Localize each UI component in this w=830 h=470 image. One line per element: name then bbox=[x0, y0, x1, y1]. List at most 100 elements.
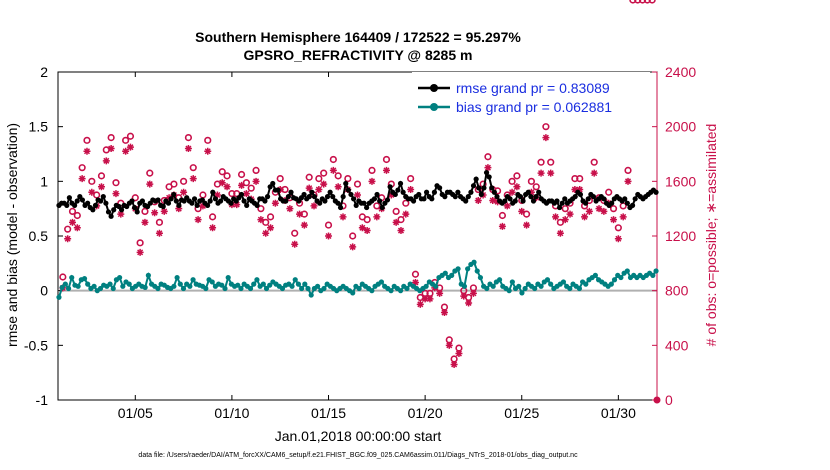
obs-possible-marker bbox=[146, 169, 154, 177]
obs-assimilated-marker bbox=[141, 218, 149, 226]
rmse-series-point bbox=[609, 200, 615, 206]
legend-rmse-marker bbox=[430, 84, 438, 92]
bias-series-point bbox=[461, 283, 468, 289]
chart-title-line2: GPSRO_REFRACTIVITY @ 8285 m bbox=[244, 47, 473, 63]
obs-possible-marker bbox=[629, 0, 637, 4]
rmse-series-point bbox=[335, 200, 341, 206]
bias-series-line bbox=[58, 260, 657, 298]
obs-possible-marker bbox=[344, 175, 352, 183]
rmse-series-point bbox=[379, 204, 385, 211]
bias-series-point bbox=[203, 285, 209, 292]
bias-series-point bbox=[302, 281, 308, 287]
obs-assimilated-marker bbox=[160, 207, 168, 215]
bias-series-point bbox=[62, 281, 68, 287]
data-file-footer: data file: /Users/raeder/DAI/ATM_forcXX/… bbox=[138, 452, 578, 459]
y-axis-right-label: # of obs: o=possible; ∗=assimilated bbox=[703, 124, 719, 347]
y-right-tick-label: 2400 bbox=[665, 64, 696, 80]
rmse-series-point bbox=[452, 194, 458, 200]
y-right-tick-label: 1600 bbox=[665, 173, 696, 189]
rmse-series-point bbox=[340, 194, 346, 200]
bias-series-point bbox=[65, 285, 72, 292]
obs-assimilated-marker bbox=[78, 175, 86, 183]
obs-assimilated-marker bbox=[320, 180, 328, 188]
obs-possible-marker bbox=[126, 132, 135, 140]
rmse-series-point bbox=[204, 202, 211, 208]
rmse-series-point bbox=[228, 200, 234, 206]
bias-series-point bbox=[177, 281, 183, 287]
obs-assimilated-marker bbox=[194, 216, 202, 224]
obs-possible-marker bbox=[527, 177, 536, 185]
rmse-series-point bbox=[285, 194, 292, 200]
rmse-series-point bbox=[350, 196, 357, 202]
rmse-series-point bbox=[72, 202, 78, 208]
obs-assimilated-marker bbox=[508, 188, 516, 196]
bias-series-point bbox=[155, 285, 161, 292]
obs-assimilated-marker bbox=[271, 199, 279, 207]
bias-series-point bbox=[267, 282, 273, 288]
rmse-series-point bbox=[327, 189, 333, 195]
bias-series-point bbox=[321, 285, 327, 292]
obs-assimilated-marker bbox=[407, 186, 415, 194]
rmse-series-point bbox=[470, 183, 477, 189]
obs-possible-marker bbox=[73, 211, 81, 220]
bias-series-point bbox=[611, 277, 618, 283]
obs-assimilated-marker bbox=[252, 177, 260, 185]
rmse-series-point bbox=[131, 204, 138, 211]
rmse-series-point bbox=[283, 198, 289, 204]
obs-possible-marker bbox=[353, 180, 362, 188]
bias-series-point bbox=[509, 279, 515, 285]
obs-possible-marker bbox=[112, 179, 120, 187]
obs-assimilated-marker bbox=[151, 209, 159, 217]
bias-series-point bbox=[97, 285, 104, 292]
x-tick-label: 01/05 bbox=[118, 405, 153, 421]
rmse-series-point bbox=[585, 196, 591, 202]
obs-possible-marker bbox=[648, 0, 656, 4]
bias-series-point bbox=[289, 283, 295, 289]
bias-series-point bbox=[624, 268, 630, 274]
rmse-series-point bbox=[111, 207, 117, 213]
obs-possible-marker bbox=[291, 229, 299, 237]
obs-assimilated-marker bbox=[576, 186, 584, 194]
obs-possible-marker bbox=[262, 218, 270, 226]
bias-series-point bbox=[209, 279, 215, 285]
obs-assimilated-marker bbox=[334, 183, 342, 191]
rmse-series-point bbox=[463, 198, 469, 204]
bias-series-point bbox=[519, 290, 525, 296]
rmse-series-point bbox=[494, 194, 500, 200]
rmse-series-point bbox=[476, 185, 482, 191]
bias-series-point bbox=[85, 281, 91, 287]
bias-series-point bbox=[567, 285, 573, 292]
obs-possible-marker bbox=[170, 180, 178, 188]
bias-series-point bbox=[404, 285, 410, 292]
bias-series-point bbox=[56, 294, 62, 300]
obs-possible-marker bbox=[208, 213, 217, 221]
obs-possible-marker bbox=[266, 213, 275, 221]
obs-assimilated-marker bbox=[392, 218, 400, 226]
rmse-series-point bbox=[317, 200, 323, 206]
rmse-series-point bbox=[98, 198, 104, 204]
obs-assimilated-marker bbox=[339, 213, 347, 221]
obs-assimilated-marker bbox=[585, 207, 593, 215]
rmse-series-point bbox=[572, 194, 578, 200]
x-tick-label: 01/20 bbox=[408, 405, 443, 421]
bias-series-point bbox=[117, 274, 123, 281]
obs-possible-marker bbox=[445, 336, 453, 344]
plot-frame bbox=[57, 71, 658, 401]
obs-assimilated-marker bbox=[107, 145, 115, 153]
obs-assimilated-marker bbox=[416, 300, 424, 308]
obs-possible-marker bbox=[237, 170, 246, 179]
obs-possible-marker bbox=[276, 175, 284, 183]
rmse-series-point bbox=[165, 200, 172, 206]
obs-possible-marker bbox=[407, 175, 415, 183]
obs-assimilated-marker bbox=[262, 229, 270, 237]
bias-series-point bbox=[442, 270, 448, 276]
obs-assimilated-marker bbox=[175, 205, 183, 213]
obs-assimilated-marker bbox=[561, 216, 569, 224]
obs-assimilated-marker bbox=[305, 184, 313, 192]
bias-series-point bbox=[506, 288, 512, 294]
obs-possible-marker bbox=[189, 164, 197, 172]
rmse-series-point bbox=[306, 194, 312, 200]
y-right-tick-label: 800 bbox=[665, 283, 689, 299]
rmse-series-point bbox=[512, 198, 518, 204]
